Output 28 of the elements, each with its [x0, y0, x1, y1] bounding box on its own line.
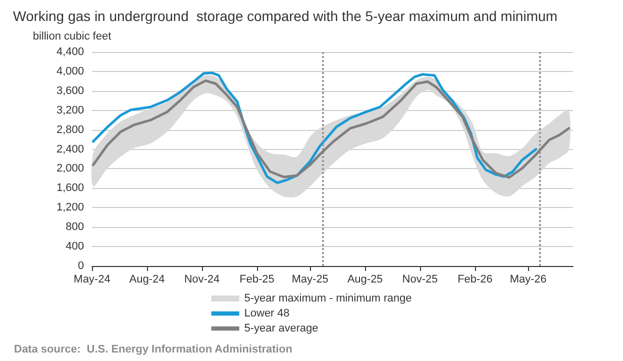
x-tick-label: Nov-24: [184, 274, 220, 286]
legend-label: 5-year maximum - minimum range: [244, 292, 412, 304]
x-tick-label: Nov-25: [402, 274, 438, 286]
y-tick-label: 400: [66, 240, 84, 253]
x-tick-label: May-25: [292, 274, 328, 286]
y-tick-label: 800: [66, 221, 84, 234]
line-series: [92, 79, 570, 179]
y-tick-label: 1,200: [56, 202, 84, 214]
legend-label: Lower 48: [244, 308, 290, 320]
y-tick-label: 2,000: [56, 162, 84, 175]
y-tick-label: 3,600: [56, 84, 84, 97]
y-axis-title: billion cubic feet: [32, 30, 112, 42]
legend-label: 5-year average: [244, 322, 318, 334]
y-tick-label: 1,600: [56, 182, 84, 194]
y-tick-label: 0: [78, 260, 84, 272]
source-note: Data source: U.S. Energy Information Administration: [14, 344, 293, 356]
y-tick-label: 3,200: [56, 104, 84, 116]
chart-title: Working gas in underground storage compared with the 5-year maximum and minimum: [13, 8, 558, 24]
y-tick-label: 2,400: [56, 143, 84, 156]
x-tick-label: Feb-26: [458, 274, 492, 286]
y-tick-label: 2,800: [56, 124, 84, 136]
y-tick-label: 4,000: [56, 65, 84, 78]
x-tick-label: Aug-24: [129, 274, 165, 286]
y-tick-label: 4,400: [56, 46, 84, 58]
x-tick-label: May-26: [510, 274, 547, 286]
x-tick-label: Aug-25: [347, 274, 383, 286]
x-tick-label: Feb-25: [239, 274, 274, 286]
x-tick-label: May-24: [74, 274, 110, 286]
